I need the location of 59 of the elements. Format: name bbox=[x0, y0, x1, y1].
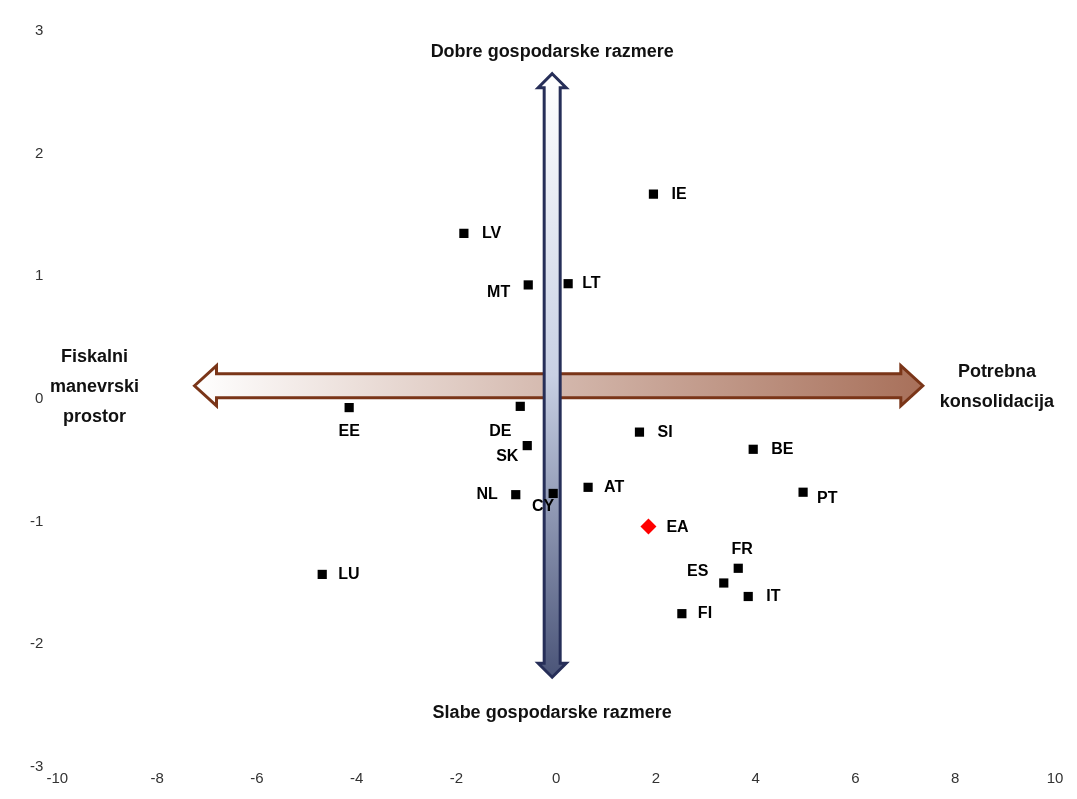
series-label: BE bbox=[771, 439, 794, 457]
y-tick-label: -1 bbox=[29, 511, 44, 529]
point bbox=[634, 427, 645, 437]
x-tick-label: -4 bbox=[349, 769, 364, 787]
series-label: DE bbox=[489, 421, 512, 439]
series-label: FI bbox=[697, 604, 713, 622]
point bbox=[515, 401, 525, 411]
point bbox=[583, 482, 593, 492]
series-label: IT bbox=[766, 586, 781, 604]
series-label: SK bbox=[496, 447, 519, 465]
point bbox=[743, 591, 753, 602]
point bbox=[648, 189, 659, 199]
series-label: LT bbox=[582, 274, 601, 292]
x-tick-label: -10 bbox=[46, 769, 69, 787]
y-tick-label: -2 bbox=[29, 634, 44, 652]
series-label: EE bbox=[338, 421, 361, 439]
series-label: ES bbox=[687, 562, 709, 580]
point bbox=[344, 402, 354, 413]
point bbox=[563, 279, 573, 289]
point bbox=[677, 609, 687, 619]
y-tick-label: -3 bbox=[29, 757, 44, 775]
point bbox=[748, 444, 758, 454]
point bbox=[719, 578, 729, 588]
point bbox=[459, 228, 469, 238]
y-tick-label: 2 bbox=[34, 143, 44, 161]
annotation: Potrebna konsolidacija bbox=[938, 359, 1055, 413]
point bbox=[548, 488, 558, 499]
series-label: LV bbox=[481, 223, 502, 241]
x-tick-label: 10 bbox=[1046, 769, 1064, 787]
series-label: AT bbox=[604, 477, 625, 495]
point bbox=[733, 563, 743, 573]
x-tick-label: -6 bbox=[250, 769, 264, 787]
x-tick-label: 6 bbox=[851, 769, 860, 787]
series-label: NL bbox=[476, 485, 498, 503]
annotation: Dobre gospodarske razmere bbox=[429, 39, 675, 63]
point bbox=[523, 280, 533, 290]
x-tick-label: -8 bbox=[150, 769, 164, 787]
point bbox=[317, 569, 327, 580]
series-label: PT bbox=[817, 488, 838, 506]
series-label: SI bbox=[657, 422, 673, 440]
annotation: Slabe gospodarske razmere bbox=[431, 701, 673, 725]
y-tick-label: 0 bbox=[34, 389, 44, 407]
point bbox=[511, 490, 521, 500]
series-label: FR bbox=[731, 539, 754, 557]
series-label: MT bbox=[487, 283, 511, 301]
x-tick-label: 8 bbox=[951, 769, 960, 787]
series-label: EA bbox=[666, 517, 690, 535]
point bbox=[798, 487, 808, 497]
point bbox=[522, 441, 532, 451]
x-tick-label: 0 bbox=[552, 769, 561, 787]
y-tick-label: 3 bbox=[34, 21, 44, 39]
point bbox=[640, 518, 657, 535]
x-tick-label: 4 bbox=[751, 769, 760, 787]
series-label: IE bbox=[671, 184, 687, 202]
y-tick-label: 1 bbox=[34, 266, 44, 284]
annotation: Fiskalni manevrski prostor bbox=[49, 345, 140, 426]
x-tick-label: 2 bbox=[651, 769, 661, 787]
series-label: LU bbox=[338, 564, 360, 582]
x-tick-label: -2 bbox=[449, 769, 464, 787]
